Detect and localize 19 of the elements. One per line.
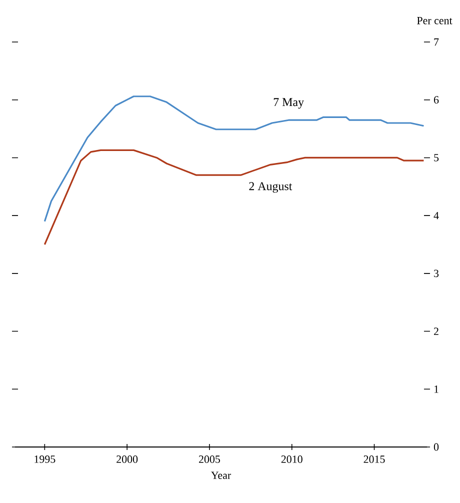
x-tick-label: 2010 [281, 456, 302, 463]
x-tick-label: 2005 [198, 456, 220, 463]
series-label: 7 May [274, 98, 304, 109]
y-tick-label: 7 [434, 38, 439, 46]
y-tick-label: 1 [434, 386, 438, 393]
x-tick-label: 2015 [364, 456, 385, 463]
y-tick-label: 2 [434, 328, 438, 335]
y-axis-title: Per cent [417, 17, 452, 24]
x-tick-label: 1995 [34, 456, 56, 463]
x-axis-title: Year [211, 472, 231, 480]
line-series [44, 96, 425, 222]
series-label: 2 August [249, 182, 292, 193]
line-series [44, 149, 425, 246]
y-tick-label: 4 [434, 212, 439, 220]
y-tick-label: 6 [434, 96, 439, 104]
y-tick-label: 3 [434, 270, 439, 278]
y-tick-label: 0 [434, 443, 439, 451]
x-tick-label: 2000 [116, 456, 138, 463]
y-tick-label: 5 [434, 154, 439, 162]
